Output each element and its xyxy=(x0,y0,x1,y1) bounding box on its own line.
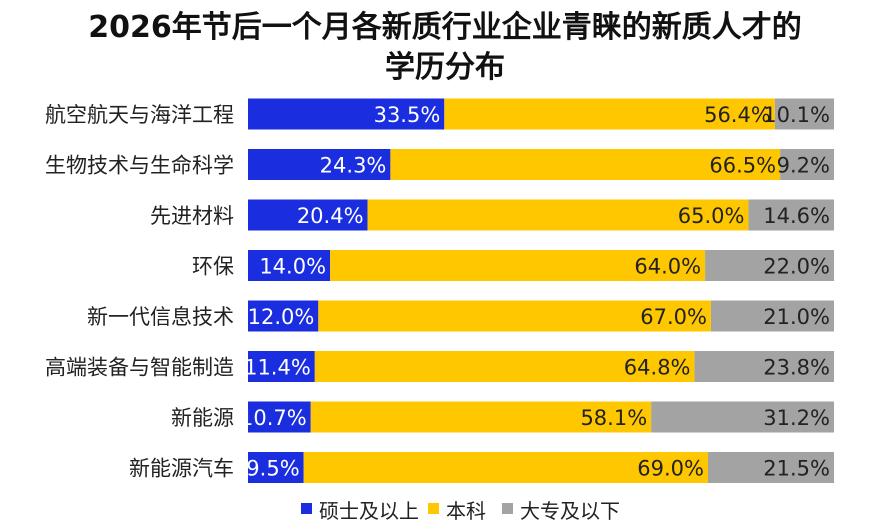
category-label: 航空航天与海洋工程 xyxy=(45,103,234,127)
data-label: 11.4% xyxy=(244,356,311,380)
data-label: 10.1% xyxy=(763,103,830,127)
bar-segment-1 xyxy=(248,452,304,483)
category-label: 新能源汽车 xyxy=(129,457,234,481)
bar-segment-3 xyxy=(705,250,834,281)
bar-segment-3 xyxy=(708,452,834,483)
bar-segment-2 xyxy=(303,452,709,483)
data-label: 31.2% xyxy=(763,406,830,430)
bar-segment-2 xyxy=(314,351,695,382)
category-label: 新一代信息技术 xyxy=(87,305,234,329)
data-label: 65.0% xyxy=(678,204,745,228)
data-label: 14.0% xyxy=(259,255,326,279)
legend-swatch xyxy=(301,503,312,514)
data-label: 24.3% xyxy=(320,154,387,178)
bar-segment-2 xyxy=(444,98,775,130)
bar-segment-3 xyxy=(710,300,834,332)
data-label: 66.5% xyxy=(709,154,776,178)
legend-label: 大专及以下 xyxy=(520,499,620,520)
category-label: 生物技术与生命科学 xyxy=(45,154,234,178)
legend-swatch xyxy=(502,503,513,514)
data-label: 56.4% xyxy=(704,103,771,127)
bar-segment-1 xyxy=(248,98,445,130)
category-label: 高端装备与智能制造 xyxy=(45,356,234,380)
bar-segment-1 xyxy=(248,351,315,382)
bar-segment-2 xyxy=(310,401,652,433)
bar-segment-3 xyxy=(694,351,834,382)
data-label: 64.8% xyxy=(624,356,691,380)
data-label: 20.4% xyxy=(297,204,364,228)
bar-segment-3 xyxy=(780,149,834,180)
data-label: 23.8% xyxy=(763,356,830,380)
bar-segment-2 xyxy=(330,250,706,281)
data-label: 9.2% xyxy=(777,154,830,178)
data-label: 12.0% xyxy=(248,305,315,329)
bar-segment-1 xyxy=(248,300,319,332)
chart-title-line-1: 2026年节后一个月各新质行业企业青睐的新质人才的 xyxy=(88,10,802,45)
category-label: 环保 xyxy=(192,255,234,279)
bar-segment-1 xyxy=(248,199,368,231)
bar-segment-2 xyxy=(367,199,749,231)
data-label: 64.0% xyxy=(634,255,701,279)
bar-segment-3 xyxy=(748,199,834,231)
bar-segment-1 xyxy=(248,401,311,433)
bar-segment-1 xyxy=(248,149,391,180)
data-label: 21.5% xyxy=(763,457,830,481)
bar-segment-3 xyxy=(651,401,834,433)
bar-segment-3 xyxy=(774,98,834,130)
data-label: 22.0% xyxy=(763,255,830,279)
data-label: 14.6% xyxy=(763,204,830,228)
bar-segment-2 xyxy=(390,149,781,180)
data-label: 9.5% xyxy=(246,457,299,481)
legend-swatch xyxy=(428,503,439,514)
chart-title: 2026年节后一个月各新质行业企业青睐的新质人才的 学历分布 xyxy=(0,8,890,88)
legend-label: 本科 xyxy=(446,499,486,520)
bar-segment-1 xyxy=(248,250,331,281)
data-label: 21.0% xyxy=(763,305,830,329)
category-label: 新能源 xyxy=(171,406,234,430)
chart-title-line-2: 学历分布 xyxy=(385,50,505,85)
data-label: 10.7% xyxy=(240,406,307,430)
bar-segment-2 xyxy=(318,300,711,332)
data-label: 33.5% xyxy=(374,103,441,127)
data-label: 69.0% xyxy=(637,457,704,481)
data-label: 58.1% xyxy=(580,406,647,430)
data-label: 67.0% xyxy=(640,305,707,329)
legend-label: 硕士及以上 xyxy=(319,499,419,520)
category-label: 先进材料 xyxy=(150,204,234,228)
